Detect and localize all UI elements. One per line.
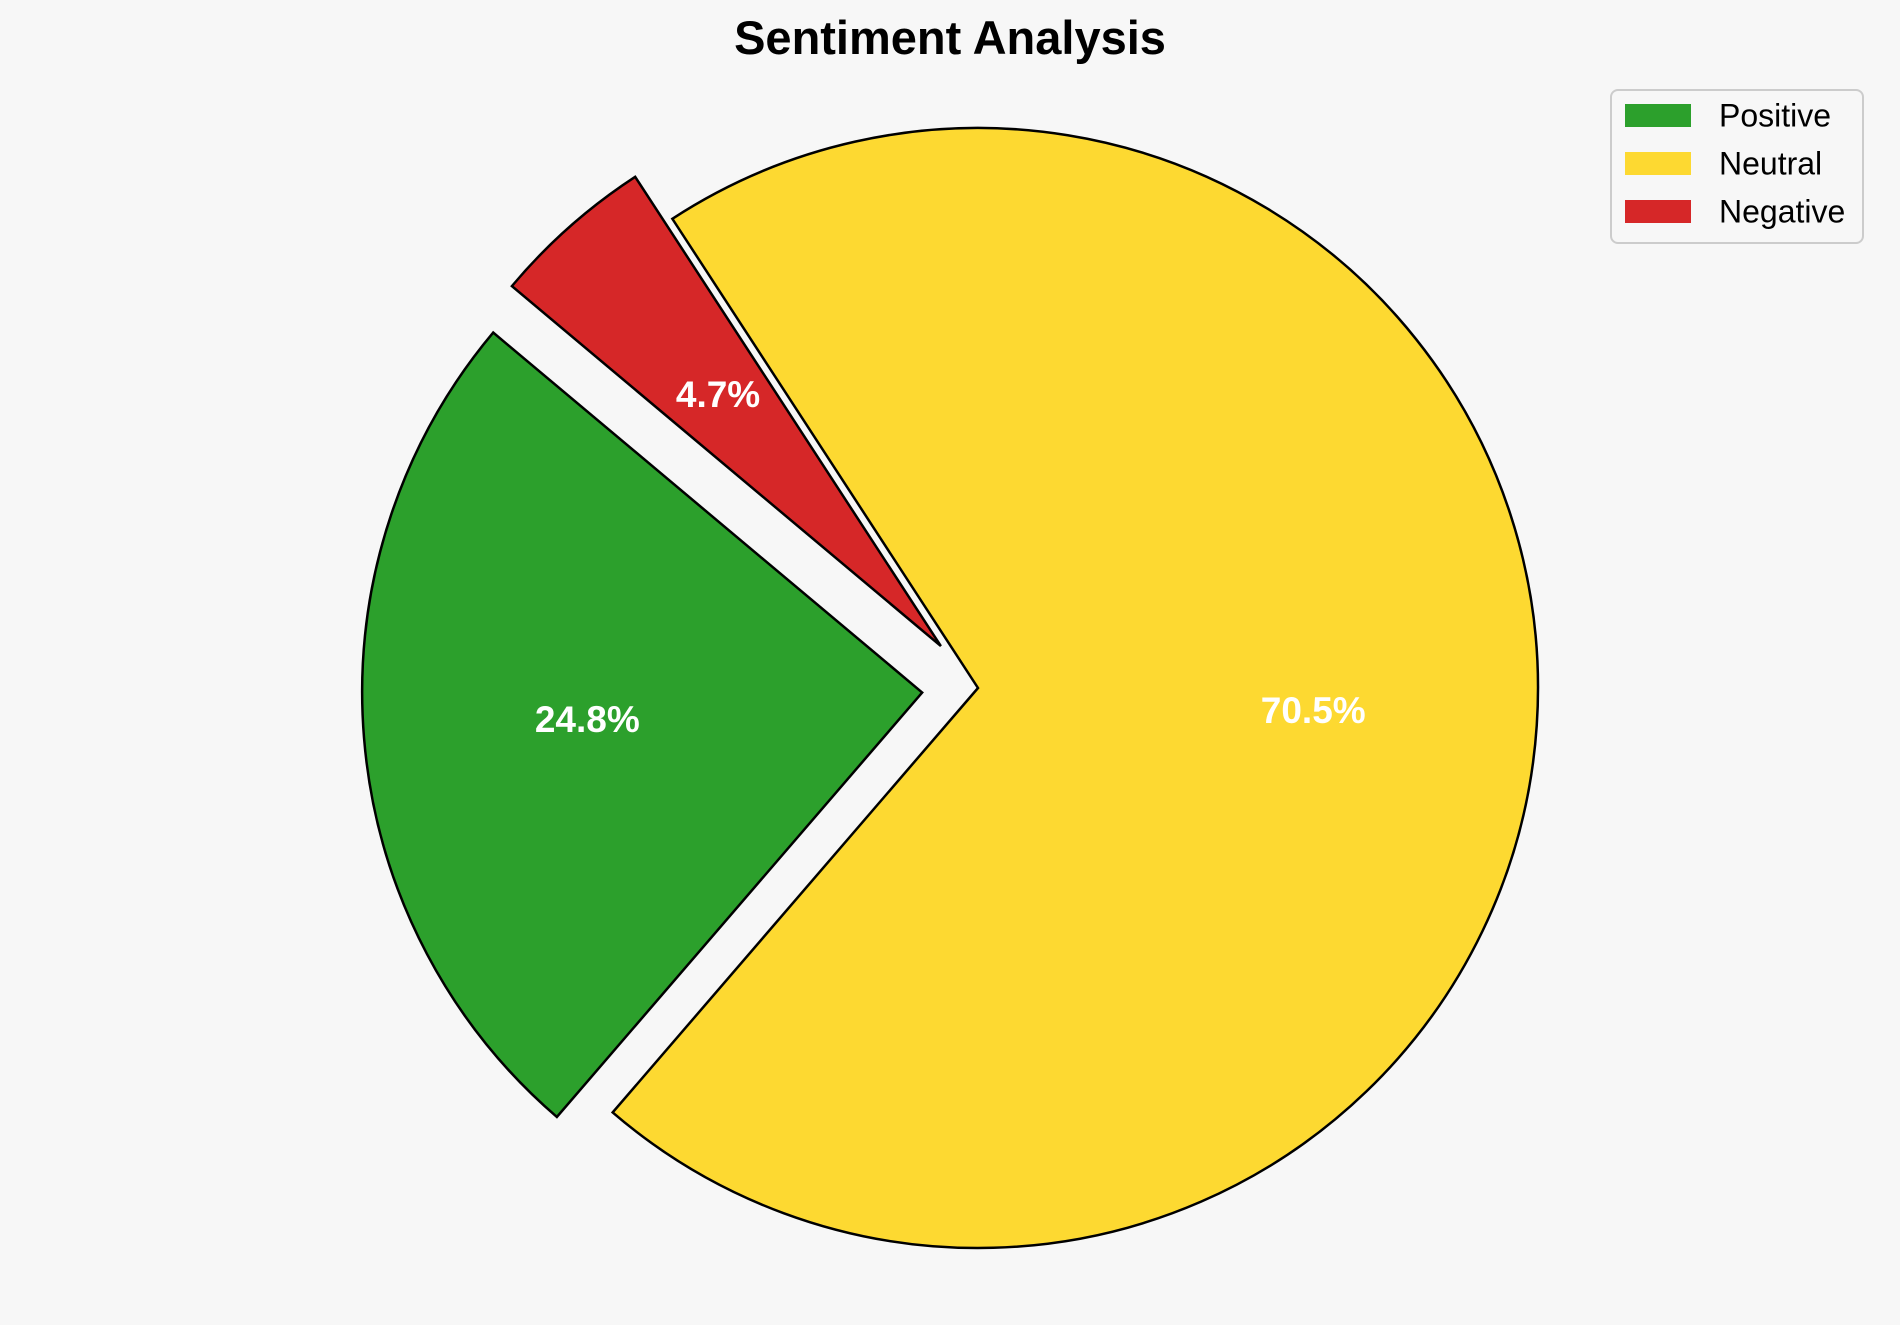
chart-title: Sentiment Analysis bbox=[734, 11, 1166, 64]
pie-slice-label-negative: 4.7% bbox=[676, 374, 760, 415]
pie-slice-labels: 24.8% 70.5% 4.7% bbox=[535, 374, 1366, 740]
pie-slice-neutral bbox=[610, 126, 1540, 1250]
pie-slice-positive bbox=[360, 330, 924, 1119]
pie-slice-negative bbox=[510, 175, 942, 648]
pie-slices bbox=[360, 126, 1540, 1250]
legend-label-neutral: Neutral bbox=[1719, 146, 1822, 182]
legend: Positive Neutral Negative bbox=[1610, 89, 1864, 244]
legend-swatch-neutral bbox=[1625, 152, 1691, 175]
pie-slice-label-positive: 24.8% bbox=[535, 699, 640, 740]
legend-swatch-negative bbox=[1625, 200, 1691, 223]
legend-swatch-positive bbox=[1625, 104, 1691, 127]
legend-label-positive: Positive bbox=[1719, 98, 1831, 134]
legend-label-negative: Negative bbox=[1719, 194, 1845, 230]
pie-slice-label-neutral: 70.5% bbox=[1261, 690, 1366, 731]
